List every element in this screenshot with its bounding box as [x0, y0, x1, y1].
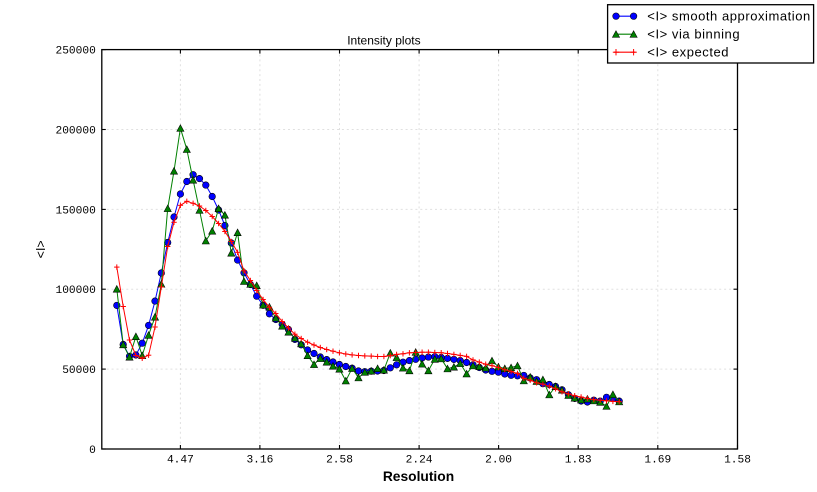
svg-text:<I> smooth approximation: <I> smooth approximation: [647, 9, 811, 24]
svg-text:200000: 200000: [56, 126, 97, 138]
svg-text:2.58: 2.58: [326, 454, 353, 466]
svg-text:<I> expected: <I> expected: [647, 45, 729, 60]
svg-text:2.00: 2.00: [485, 454, 512, 466]
svg-text:<I>: <I>: [34, 240, 48, 258]
svg-text:3.16: 3.16: [246, 454, 273, 466]
svg-text:1.69: 1.69: [644, 454, 671, 466]
svg-text:100000: 100000: [56, 285, 97, 297]
svg-text:<I> via binning: <I> via binning: [647, 27, 740, 42]
svg-text:250000: 250000: [56, 46, 97, 58]
svg-text:2.24: 2.24: [406, 454, 433, 466]
svg-text:1.58: 1.58: [724, 454, 751, 466]
svg-text:50000: 50000: [62, 365, 96, 377]
svg-text:0: 0: [89, 445, 96, 457]
svg-text:Intensity plots: Intensity plots: [347, 34, 420, 48]
svg-text:150000: 150000: [56, 205, 97, 217]
svg-text:Resolution: Resolution: [383, 469, 454, 484]
svg-text:1.83: 1.83: [565, 454, 592, 466]
svg-text:4.47: 4.47: [167, 454, 194, 466]
